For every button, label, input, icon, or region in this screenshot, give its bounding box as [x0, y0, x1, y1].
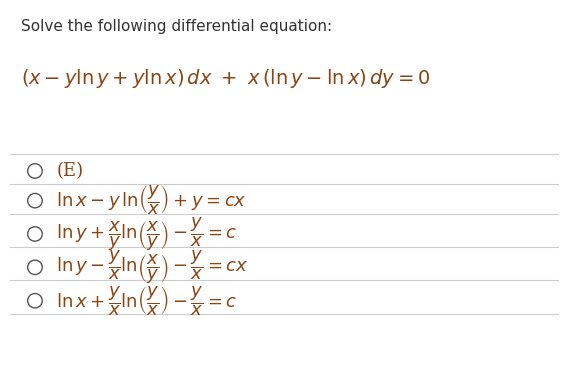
Text: $(x - y \ln y + y \ln x)\, dx \ + \ x\,(\ln y - \ln x)\, dy = 0$: $(x - y \ln y + y \ln x)\, dx \ + \ x\,(…: [21, 67, 430, 90]
Text: Solve the following differential equation:: Solve the following differential equatio…: [21, 19, 332, 34]
Text: $\ln y + \dfrac{x}{y}\ln\!\left(\dfrac{x}{y}\right) - \dfrac{y}{x} = c$: $\ln y + \dfrac{x}{y}\ln\!\left(\dfrac{x…: [56, 215, 237, 253]
Text: $\ln x - y\,\ln\!\left(\dfrac{y}{x}\right) + y = cx$: $\ln x - y\,\ln\!\left(\dfrac{y}{x}\righ…: [56, 184, 247, 218]
Text: $\ln y - \dfrac{y}{x}\ln\!\left(\dfrac{x}{y}\right) - \dfrac{y}{x} = cx$: $\ln y - \dfrac{y}{x}\ln\!\left(\dfrac{x…: [56, 249, 249, 286]
Text: $\ln x + \dfrac{y}{x}\ln\!\left(\dfrac{y}{x}\right) - \dfrac{y}{x} = c$: $\ln x + \dfrac{y}{x}\ln\!\left(\dfrac{y…: [56, 284, 237, 318]
Text: (E): (E): [56, 162, 83, 180]
